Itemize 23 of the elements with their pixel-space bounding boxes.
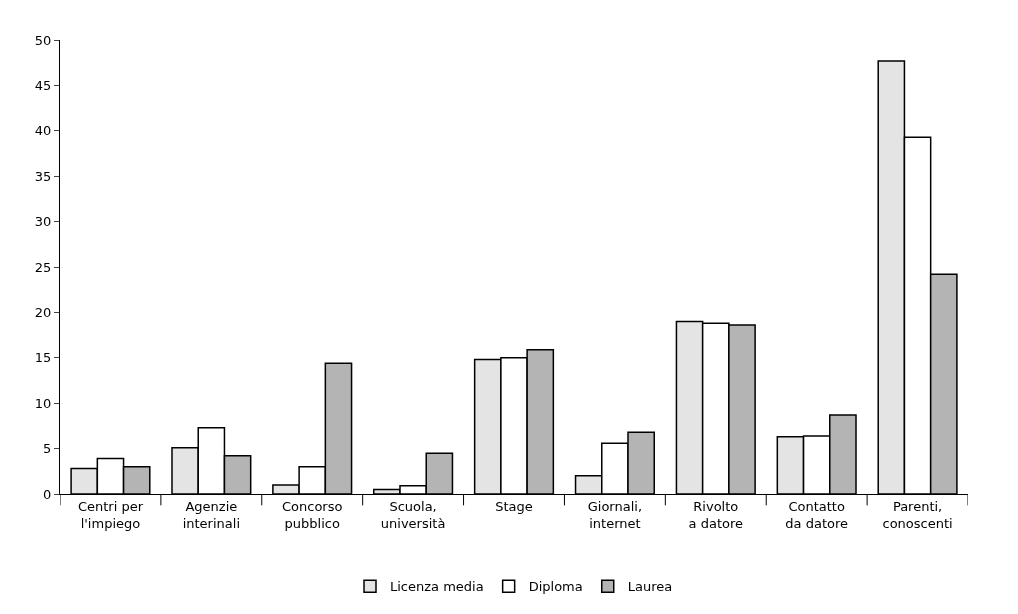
y-tick-label: 0 bbox=[43, 486, 52, 502]
legend-label: Laurea bbox=[627, 579, 673, 595]
x-tick-label: Parenti, conoscenti bbox=[882, 498, 953, 531]
x-tick-label: Agenzie interinali bbox=[182, 498, 240, 531]
x-tick-label: Stage bbox=[495, 498, 533, 514]
x-tick-label: Giornali, internet bbox=[587, 498, 643, 531]
legend-label: Diploma bbox=[528, 579, 583, 595]
y-tick-label: 45 bbox=[34, 77, 52, 93]
x-tick-label: Concorso pubblico bbox=[281, 498, 343, 531]
x-tick-label: Scuola, università bbox=[380, 498, 446, 531]
x-tick-label: Centri per l'impiego bbox=[77, 498, 144, 531]
y-tick-label: 30 bbox=[34, 214, 52, 230]
legend-label: Licenza media bbox=[390, 579, 484, 595]
y-tick-label: 35 bbox=[34, 168, 52, 184]
x-tick-label: Contatto da datore bbox=[785, 498, 849, 531]
y-tick-label: 20 bbox=[34, 304, 52, 320]
y-tick-label: 10 bbox=[34, 395, 52, 411]
x-tick-label: Rivolto a datore bbox=[688, 498, 743, 531]
y-tick-label: 40 bbox=[34, 123, 52, 139]
y-tick-label: 50 bbox=[34, 32, 52, 48]
y-tick-label: 5 bbox=[43, 441, 52, 457]
y-tick-label: 15 bbox=[34, 350, 52, 366]
y-tick-label: 25 bbox=[34, 259, 52, 275]
